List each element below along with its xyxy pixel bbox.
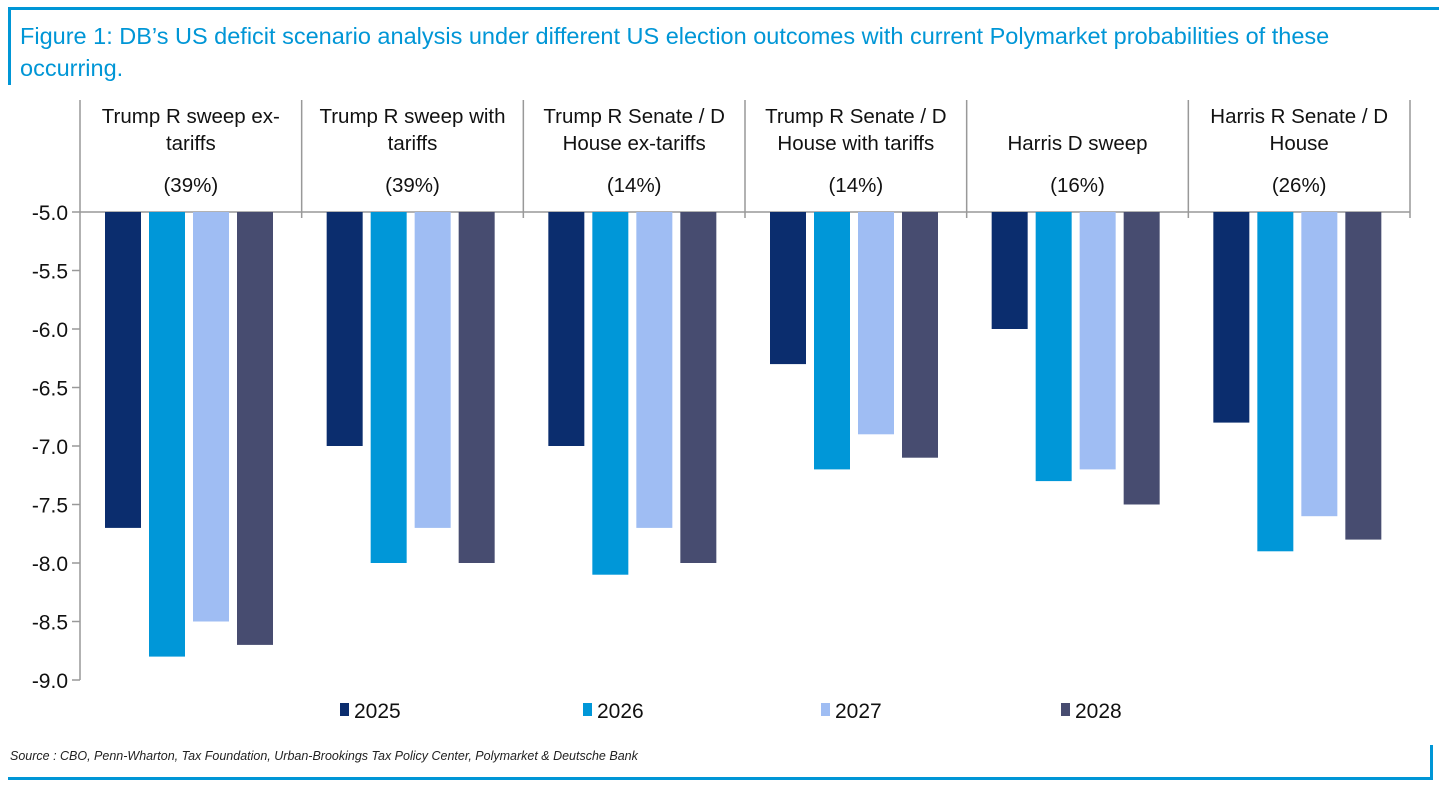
category-label: House with tariffs xyxy=(777,132,934,155)
category-probability: (39%) xyxy=(385,174,440,197)
category-label: Trump R sweep ex- xyxy=(102,105,280,128)
category-probability: (39%) xyxy=(163,174,218,197)
bar-2028 xyxy=(680,212,717,563)
bar-2027 xyxy=(193,212,229,622)
category-label: Trump R Senate / D xyxy=(765,105,947,128)
legend-swatch-2026 xyxy=(583,703,592,716)
bar-2028 xyxy=(902,212,938,458)
bar-2026 xyxy=(1035,212,1072,482)
bar-2026 xyxy=(1257,212,1294,552)
bar-2025 xyxy=(105,212,141,528)
category-probability: (14%) xyxy=(607,174,662,197)
bar-2025 xyxy=(991,212,1028,329)
legend-label: 2028 xyxy=(1075,700,1122,723)
y-tick-label: -9.0 xyxy=(32,670,68,693)
bar-2025 xyxy=(770,212,806,365)
category-label: Trump R Senate / D xyxy=(543,105,725,128)
bar-2027 xyxy=(1079,212,1116,470)
category-label: Trump R sweep with xyxy=(319,105,505,128)
category-label: Harris D sweep xyxy=(1007,132,1147,155)
category-label: tariffs xyxy=(388,132,438,155)
bar-2027 xyxy=(1301,212,1338,517)
legend-label: 2026 xyxy=(597,700,644,723)
chart-title: Figure 1: DB’s US deficit scenario analy… xyxy=(20,23,1330,81)
category-label: House ex-tariffs xyxy=(563,132,706,155)
bar-2026 xyxy=(592,212,629,575)
y-tick-label: -7.5 xyxy=(32,495,68,518)
category-label: Harris R Senate / D xyxy=(1210,105,1388,128)
legend-label: 2025 xyxy=(354,700,401,723)
y-tick-label: -8.0 xyxy=(32,553,68,576)
bar-2028 xyxy=(1123,212,1160,505)
bar-2025 xyxy=(548,212,585,446)
footer-line xyxy=(8,777,1433,780)
bar-2025 xyxy=(326,212,363,446)
category-probability: (26%) xyxy=(1272,174,1327,197)
bar-2028 xyxy=(1345,212,1382,540)
category-probability: (16%) xyxy=(1050,174,1105,197)
bar-2025 xyxy=(1213,212,1250,423)
title-frame xyxy=(8,7,1439,85)
bar-2028 xyxy=(237,212,273,645)
y-tick-label: -8.5 xyxy=(32,612,68,635)
legend-swatch-2027 xyxy=(821,703,830,716)
category-label: tariffs xyxy=(166,132,216,155)
bar-2027 xyxy=(636,212,673,528)
bar-2028 xyxy=(458,212,495,563)
y-tick-label: -5.5 xyxy=(32,261,68,284)
legend-swatch-2028 xyxy=(1061,703,1070,716)
bar-2026 xyxy=(149,212,185,657)
source-note: Source : CBO, Penn-Wharton, Tax Foundati… xyxy=(10,749,638,763)
y-tick-label: -7.0 xyxy=(32,436,68,459)
y-tick-label: -6.0 xyxy=(32,319,68,342)
bar-2027 xyxy=(858,212,894,435)
legend-swatch-2025 xyxy=(340,703,349,716)
bar-2027 xyxy=(414,212,451,528)
footer-right-line xyxy=(1430,745,1433,780)
legend-label: 2027 xyxy=(835,700,882,723)
y-tick-label: -6.5 xyxy=(32,378,68,401)
y-tick-label: -5.0 xyxy=(32,202,68,225)
bar-2026 xyxy=(814,212,850,470)
bar-2026 xyxy=(370,212,407,563)
category-probability: (14%) xyxy=(828,174,883,197)
category-label: House xyxy=(1270,132,1329,155)
